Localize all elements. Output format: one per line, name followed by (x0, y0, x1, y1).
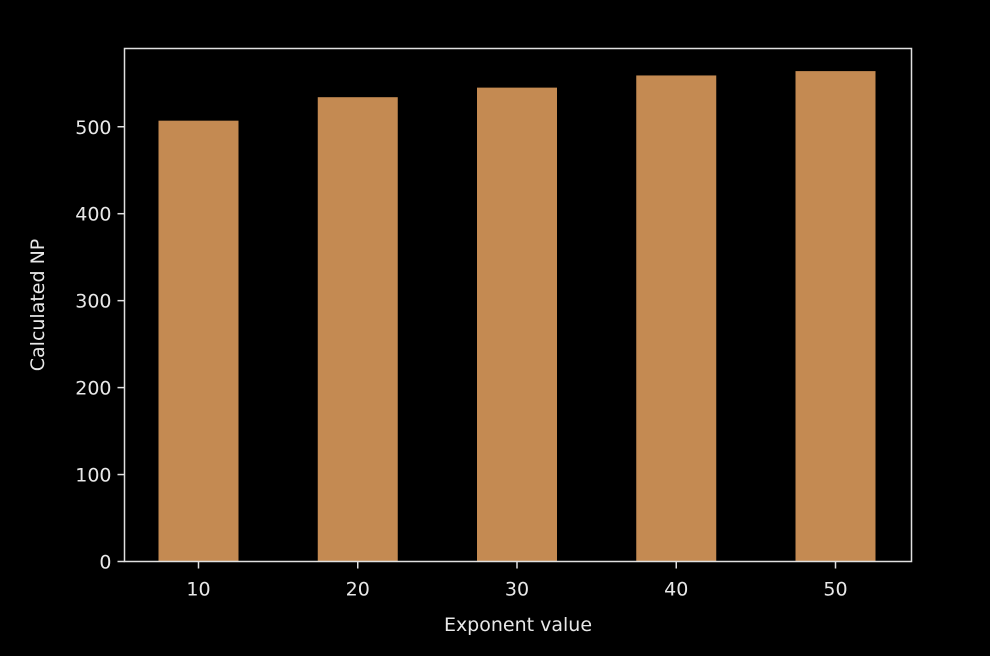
x-tick-label: 20 (346, 579, 370, 601)
x-tick-label: 30 (505, 579, 529, 601)
y-tick-label: 300 (75, 291, 111, 313)
x-axis-label: Exponent value (444, 614, 592, 636)
bar-10 (158, 120, 239, 562)
plot-frame (123, 47, 913, 563)
y-tick-label: 100 (75, 465, 111, 487)
x-tick-label: 10 (186, 579, 210, 601)
bars-group (158, 71, 876, 562)
bar-50 (795, 71, 876, 562)
x-tick-label: 50 (823, 579, 847, 601)
bar-20 (317, 97, 398, 562)
y-tick-label: 0 (99, 552, 111, 574)
y-tick-label: 200 (75, 378, 111, 400)
x-axis: 10 20 30 40 50 (186, 561, 848, 601)
y-tick-label: 400 (75, 204, 111, 226)
bar-40 (636, 75, 717, 562)
bar-30 (477, 87, 557, 562)
y-axis-label: Calculated NP (27, 239, 49, 372)
x-tick-label: 40 (664, 579, 688, 601)
y-tick-label: 500 (75, 117, 111, 139)
y-axis: 0 100 200 300 400 500 (75, 117, 125, 574)
